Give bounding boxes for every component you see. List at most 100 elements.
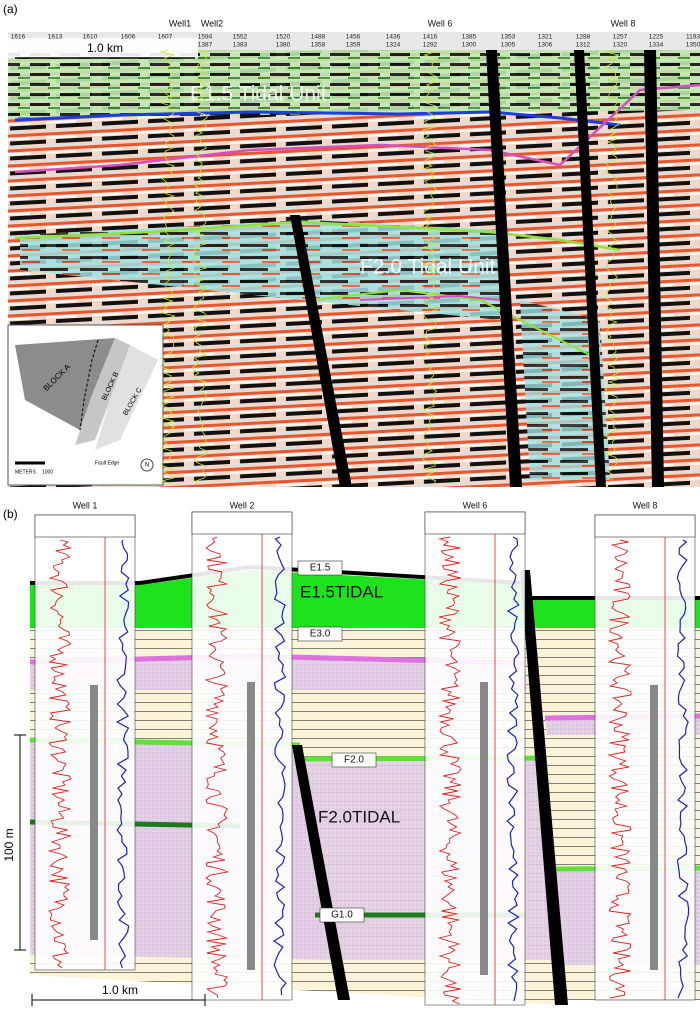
panel-label: (a) bbox=[3, 2, 18, 16]
horizon-label-box bbox=[297, 560, 343, 576]
seismic-cyan-zone bbox=[20, 220, 500, 320]
scale-label: 1.0 km bbox=[87, 41, 123, 55]
trace-number: 1193 bbox=[686, 34, 700, 41]
horizon-label-box bbox=[331, 752, 377, 768]
block-b bbox=[75, 338, 130, 445]
unit-label: F2.0TIDAL bbox=[318, 807, 400, 826]
fault bbox=[290, 215, 352, 487]
trace-number: 1225 bbox=[649, 34, 664, 41]
panel-label: (b) bbox=[3, 507, 18, 521]
lithology-column bbox=[247, 682, 255, 970]
horizon bbox=[14, 220, 621, 252]
gamma-log bbox=[47, 539, 72, 969]
well-label: Well 6 bbox=[428, 18, 453, 28]
well-label: Well 1 bbox=[73, 500, 98, 510]
trace-number: 1594 bbox=[198, 34, 213, 41]
trace-number: 1552 bbox=[233, 34, 248, 41]
trace-number: 1607 bbox=[158, 34, 173, 41]
resistivity-log bbox=[272, 536, 287, 996]
trace-number: 1334 bbox=[649, 42, 664, 49]
well-label: Well2 bbox=[201, 18, 223, 28]
trace-number: 1359 bbox=[346, 42, 361, 49]
horizon bbox=[14, 110, 621, 127]
horizon-label-box bbox=[297, 626, 343, 642]
well-label: Well 8 bbox=[633, 500, 658, 510]
well-trace bbox=[421, 49, 438, 485]
well-label: Well 6 bbox=[463, 500, 488, 510]
block-c bbox=[95, 345, 158, 450]
gamma-log bbox=[437, 536, 462, 1005]
well-trace bbox=[159, 49, 176, 485]
lithology-column bbox=[90, 685, 98, 940]
trace-number: 1353 bbox=[501, 34, 516, 41]
trace-number: 1321 bbox=[538, 34, 553, 41]
well-header bbox=[34, 514, 136, 538]
well-header bbox=[191, 511, 293, 535]
trace-number: 1324 bbox=[386, 42, 401, 49]
trace-number: 1387 bbox=[198, 42, 213, 49]
trace-number: 1616 bbox=[11, 34, 26, 41]
fault bbox=[486, 50, 522, 487]
horizon-label: E1.5 bbox=[310, 563, 331, 574]
well-header bbox=[424, 511, 526, 535]
horizon bbox=[309, 288, 601, 361]
trace-number: 1292 bbox=[423, 42, 438, 49]
trace-number: 1385 bbox=[462, 34, 477, 41]
fault-trace bbox=[79, 339, 99, 431]
trace-number: 1350 bbox=[686, 42, 700, 49]
north-arrow bbox=[140, 458, 154, 472]
well-logs bbox=[34, 511, 696, 1006]
scale-bg bbox=[8, 38, 198, 58]
map-fault: Fault Edge bbox=[95, 460, 119, 466]
trace-number: 1436 bbox=[386, 34, 401, 41]
unit-label: E1.5 Tidal Unit bbox=[190, 83, 327, 106]
gamma-log bbox=[607, 539, 632, 999]
trace-number: 1606 bbox=[121, 34, 136, 41]
fault bbox=[292, 745, 350, 1000]
trace-number: 1383 bbox=[233, 42, 248, 49]
trace-number: 1456 bbox=[346, 34, 361, 41]
horizon bbox=[14, 83, 700, 174]
block-a bbox=[15, 338, 115, 430]
trace-number: 1305 bbox=[501, 42, 516, 49]
unit-label: F2.0 Tidal Unit bbox=[360, 256, 496, 279]
gamma-log bbox=[204, 536, 230, 999]
trace-number: 1358 bbox=[311, 42, 326, 49]
well-column bbox=[424, 511, 526, 1006]
trace-number: 1610 bbox=[83, 34, 98, 41]
lithology-column bbox=[650, 685, 658, 970]
well-trace bbox=[604, 49, 621, 485]
seismic-green-zone bbox=[8, 50, 700, 118]
horizon-label: G1.0 bbox=[331, 910, 353, 921]
trace-number: 1312 bbox=[576, 42, 591, 49]
trace-number: 1380 bbox=[276, 42, 291, 49]
horizon bbox=[359, 294, 501, 301]
horizon-label: F2.0 bbox=[344, 755, 364, 766]
fault bbox=[520, 570, 568, 1005]
trace-number: 1306 bbox=[538, 42, 553, 49]
map-scale-end: 1000 bbox=[42, 469, 53, 475]
unit-label: E1.5TIDAL bbox=[300, 582, 383, 601]
trace-number: 1520 bbox=[276, 34, 291, 41]
well-column bbox=[191, 511, 293, 1001]
lithology-column bbox=[480, 682, 488, 975]
well-label: Well 8 bbox=[611, 18, 636, 28]
trace-number: 1300 bbox=[462, 42, 477, 49]
trace-number: 1257 bbox=[613, 34, 628, 41]
seismic-cyan-zone bbox=[520, 300, 610, 480]
well-label: Well1 bbox=[169, 18, 191, 28]
well-header bbox=[594, 514, 696, 538]
trace-number: 1320 bbox=[613, 42, 628, 49]
map-north: N bbox=[145, 463, 149, 469]
horizontal-scale-label: 1.0 km bbox=[102, 983, 138, 997]
trace-number: 1288 bbox=[576, 34, 591, 41]
fault bbox=[644, 50, 664, 487]
horizon-label-box bbox=[319, 907, 365, 923]
map-scale-units: METERS bbox=[15, 469, 37, 475]
horizon-label: E3.0 bbox=[310, 629, 331, 640]
fault bbox=[574, 50, 606, 487]
resistivity-log bbox=[506, 536, 520, 1002]
resistivity-log bbox=[676, 539, 690, 999]
well-trace bbox=[191, 49, 209, 485]
